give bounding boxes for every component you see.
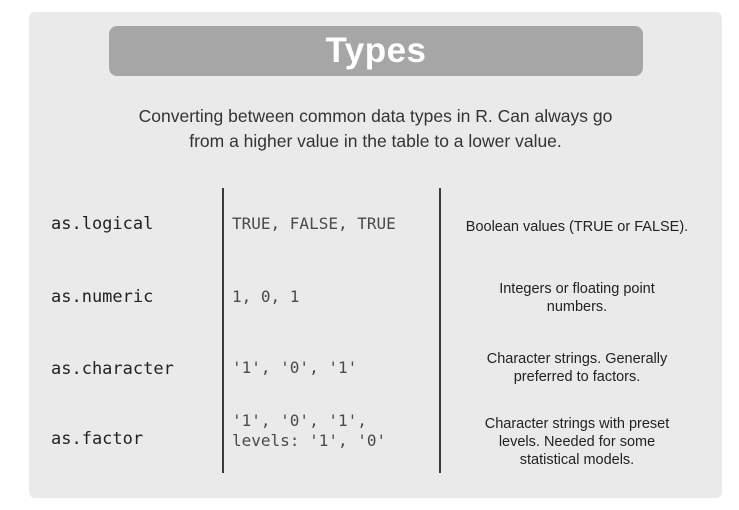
description-factor: Character strings with preset levels. Ne… [447,415,707,469]
column-divider-left [222,188,224,473]
description-line: statistical models. [519,452,635,468]
description-line: Character strings with preset [484,416,670,432]
subtitle-line-2: from a higher value in the table to a lo… [189,131,562,151]
example-line: levels: '1', '0' [232,431,387,450]
description-character: Character strings. Generally preferred t… [447,350,707,386]
description-line: preferred to factors. [513,369,641,385]
example-line: '1', '0', '1' [232,358,358,377]
example-value-logical: TRUE, FALSE, TRUE [232,214,396,234]
function-name-factor: as.factor [51,429,144,449]
function-name-character: as.character [51,359,174,379]
page-title: Types [325,31,427,70]
description-line: Integers or floating point [499,281,655,297]
description-line: Boolean values (TRUE or FALSE). [465,219,689,235]
example-value-character: '1', '0', '1' [232,358,357,378]
description-line: Character strings. Generally [486,351,668,367]
example-line: 1, 0, 1 [232,287,300,306]
description-line: numbers. [546,299,608,315]
description-line: levels. Needed for some [498,434,656,450]
types-card: Types Converting between common data typ… [29,12,722,498]
description-numeric: Integers or floating point numbers. [447,280,707,316]
description-logical: Boolean values (TRUE or FALSE). [447,218,707,236]
column-divider-right [439,188,441,473]
title-banner: Types [109,26,643,76]
example-value-factor: '1', '0', '1', levels: '1', '0' [232,411,386,451]
example-line: '1', '0', '1', [232,411,367,430]
function-name-numeric: as.numeric [51,287,154,307]
subtitle: Converting between common data types in … [89,104,662,154]
example-value-numeric: 1, 0, 1 [232,287,299,307]
example-line: TRUE, FALSE, TRUE [232,214,396,233]
subtitle-line-1: Converting between common data types in … [138,106,613,126]
function-name-logical: as.logical [51,214,154,234]
